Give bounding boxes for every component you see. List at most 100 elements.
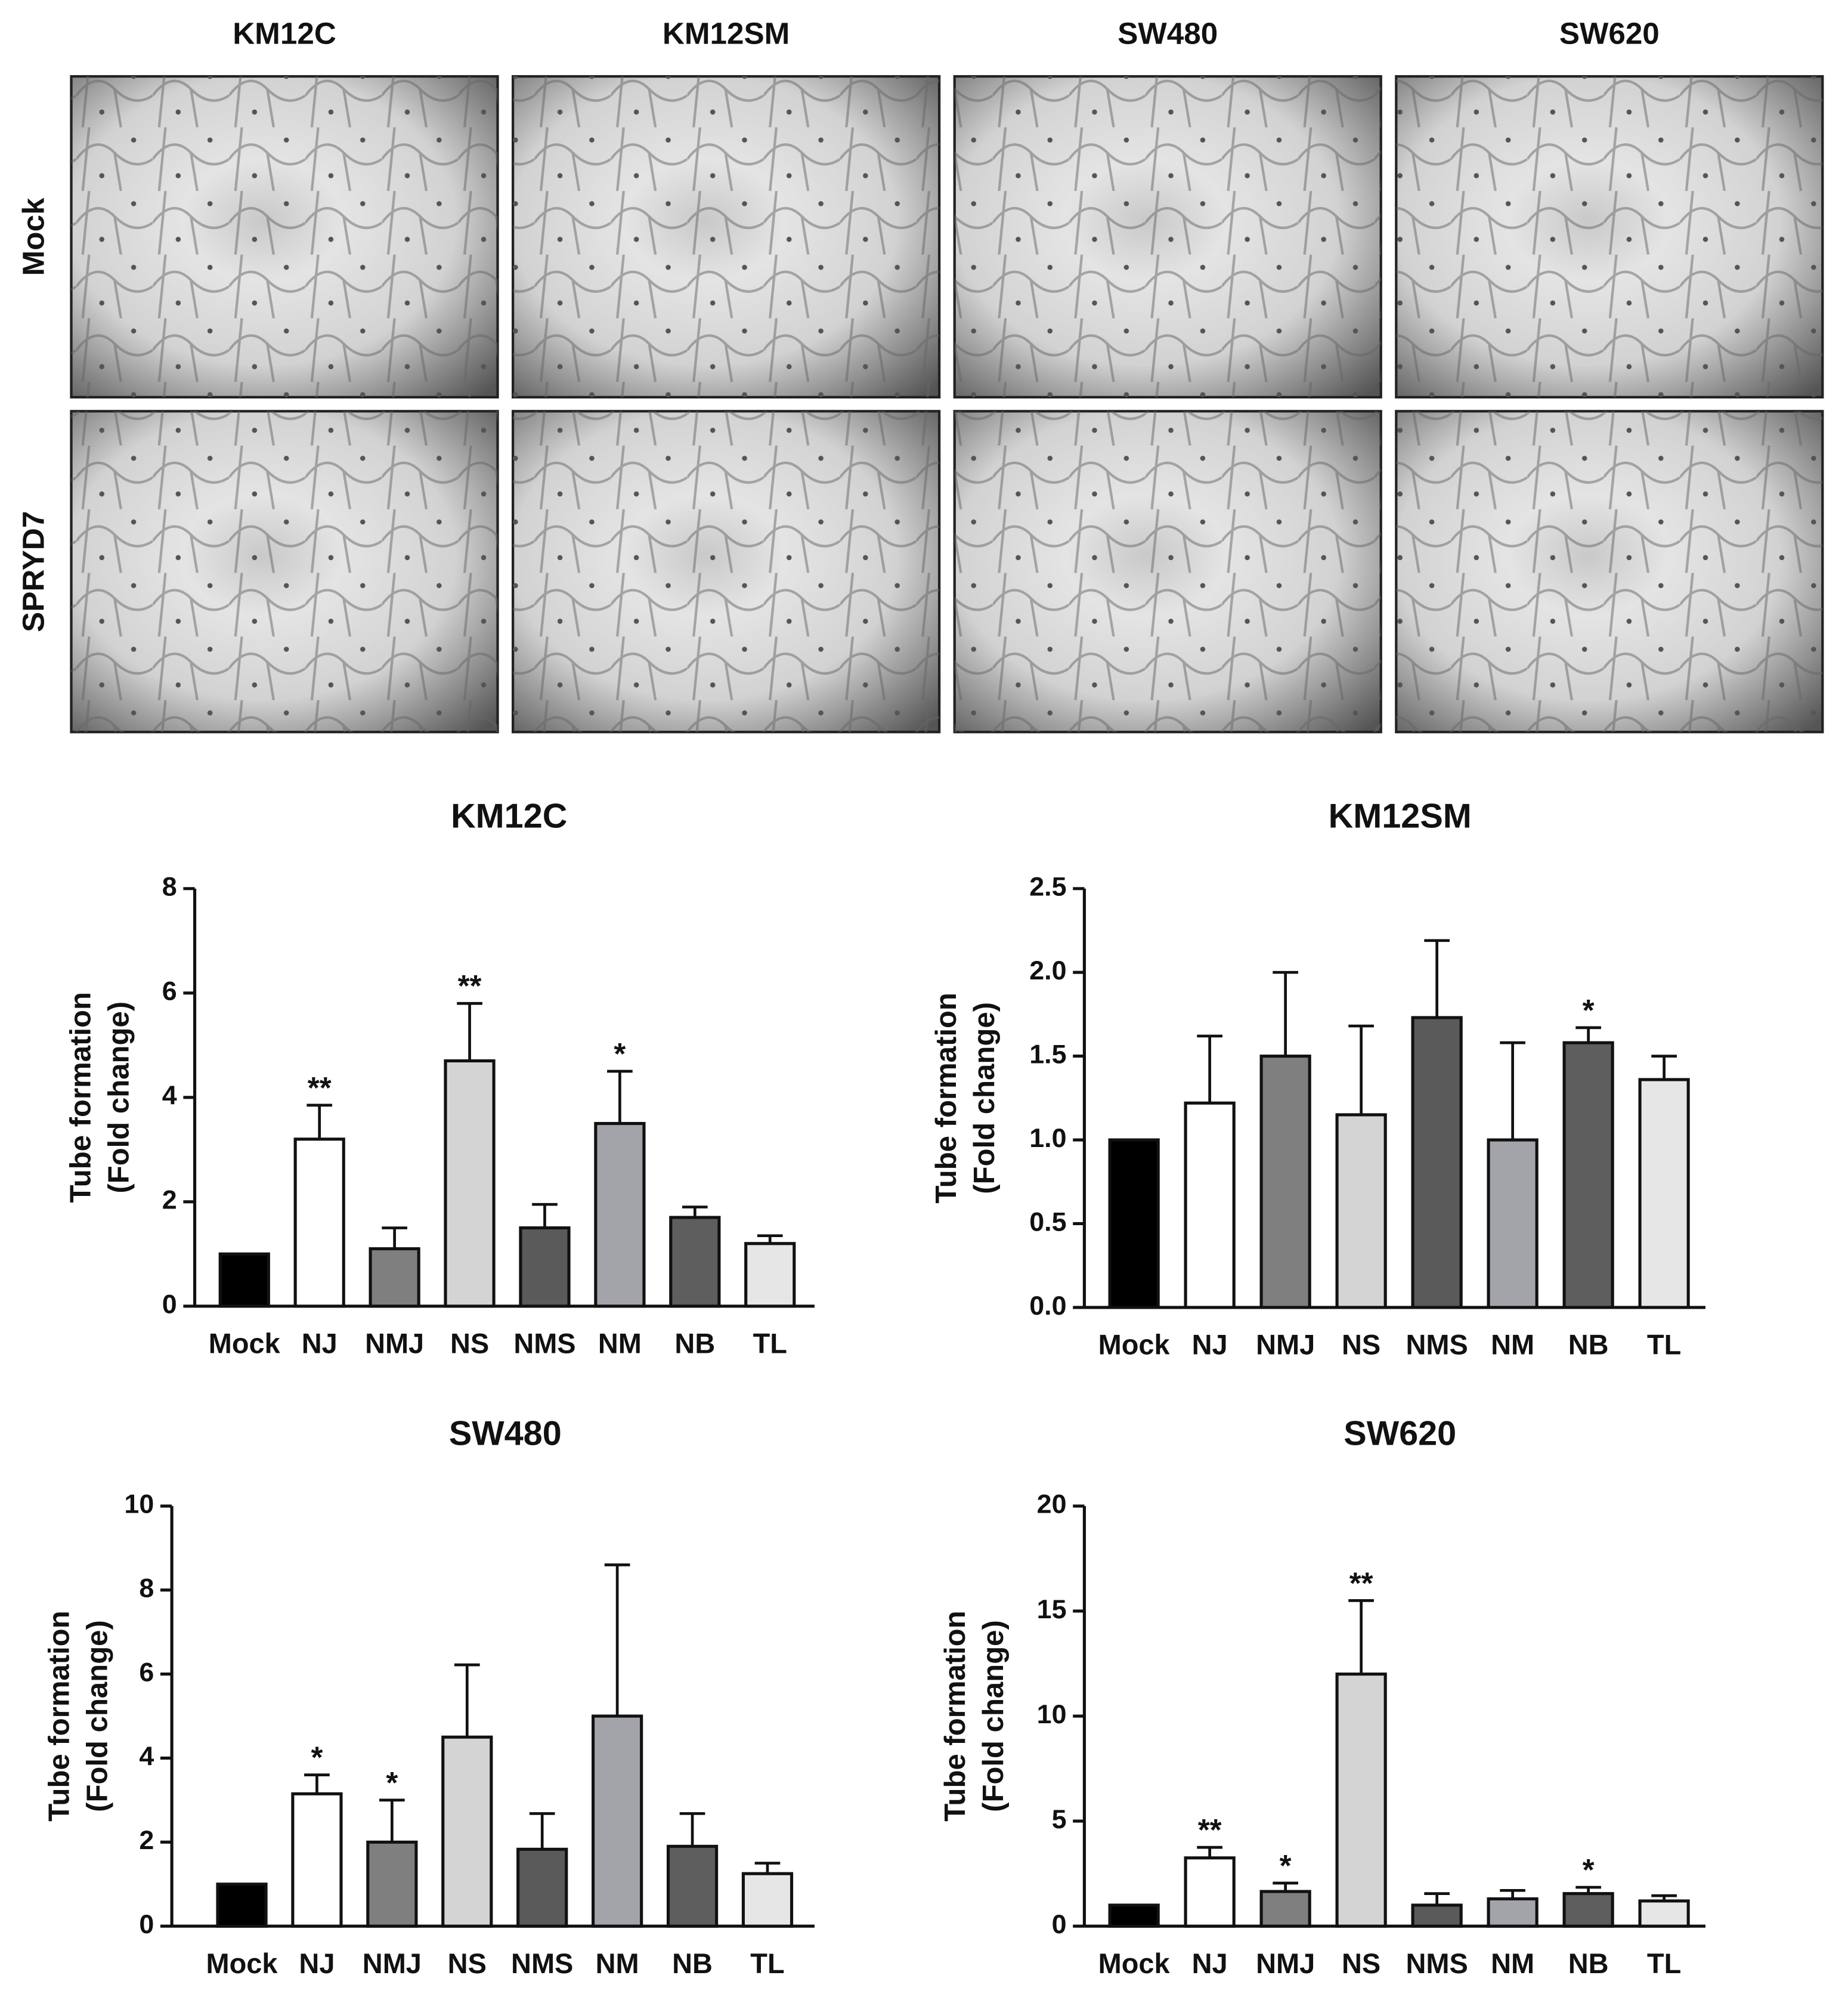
bar (218, 1252, 270, 1308)
bar-chart: SW480 Tube formation (Fold change) 0 2 4 6 8 10 M… (43, 1415, 815, 1979)
y-tick-label: 2.0 (1029, 956, 1066, 985)
row-label: SPRYD7 (16, 511, 50, 632)
bar (1335, 1673, 1387, 1928)
y-axis-label: (Fold change) (977, 1620, 1010, 1812)
y-tick-label: 0 (1052, 1909, 1067, 1939)
bar (1108, 1138, 1160, 1309)
micrograph-texture (513, 411, 940, 732)
bar (1184, 1101, 1236, 1309)
x-tick-label: Mock (1098, 1948, 1171, 1979)
y-tick-label: 6 (139, 1657, 154, 1687)
x-tick-label: NMS (511, 1948, 573, 1979)
y-axis-label: Tube formation (43, 1610, 75, 1822)
bar (669, 1216, 721, 1308)
y-tick-label: 15 (1037, 1594, 1067, 1624)
y-axis-label: (Fold change) (103, 1001, 135, 1194)
bar (1638, 1899, 1690, 1928)
x-tick-label: NB (1568, 1329, 1609, 1361)
bar (1259, 1055, 1311, 1309)
y-tick-label: 8 (162, 872, 177, 902)
bar (441, 1735, 493, 1928)
bar (216, 1882, 268, 1928)
x-tick-label: NMS (513, 1327, 575, 1359)
y-tick-label: 4 (162, 1081, 177, 1111)
bar (1411, 1016, 1463, 1309)
x-tick-label: Mock (209, 1327, 281, 1359)
y-axis-label: Tube formation (65, 992, 97, 1203)
y-tick-label: 4 (139, 1741, 154, 1771)
bar-chart: KM12SM Tube formation (Fold change) 0.0 0.5 1… (930, 797, 1705, 1361)
micrograph-texture (71, 76, 498, 397)
x-tick-label: NMS (1406, 1329, 1468, 1361)
bar (1562, 1041, 1614, 1309)
bar (1487, 1138, 1539, 1309)
y-tick-label: 2.5 (1029, 872, 1066, 902)
bar (1562, 1892, 1614, 1928)
x-tick-label: NMS (1406, 1948, 1468, 1979)
bar (666, 1844, 719, 1928)
bar (1487, 1897, 1539, 1928)
bar (519, 1226, 571, 1308)
significance-marker: * (1583, 1853, 1595, 1887)
bar (1259, 1890, 1311, 1928)
significance-marker: * (1583, 993, 1595, 1027)
column-label: SW480 (1118, 16, 1218, 50)
y-axis-label: Tube formation (930, 993, 962, 1204)
x-tick-label: NMJ (365, 1327, 424, 1359)
x-tick-label: NMJ (1256, 1948, 1315, 1979)
y-tick-label: 1.0 (1029, 1123, 1066, 1153)
significance-marker: * (386, 1766, 398, 1800)
y-axis-label: Tube formation (939, 1610, 971, 1822)
x-tick-label: Mock (1098, 1329, 1171, 1361)
chart-title: SW620 (1344, 1415, 1456, 1453)
y-tick-label: 1.5 (1029, 1039, 1066, 1069)
y-tick-label: 10 (124, 1489, 154, 1519)
bar (592, 1714, 643, 1928)
significance-marker: * (311, 1741, 323, 1775)
y-tick-label: 5 (1052, 1804, 1067, 1834)
chart-title: SW480 (449, 1415, 562, 1453)
y-tick-label: 20 (1037, 1489, 1067, 1519)
bar (1411, 1903, 1463, 1928)
x-tick-label: NM (596, 1948, 639, 1979)
x-tick-label: NMJ (363, 1948, 422, 1979)
x-tick-label: Mock (206, 1948, 278, 1979)
x-tick-label: NJ (1192, 1948, 1228, 1979)
x-tick-label: NS (1342, 1329, 1380, 1361)
x-tick-label: NS (448, 1948, 487, 1979)
y-tick-label: 0.5 (1029, 1207, 1066, 1237)
x-tick-label: NS (1342, 1948, 1380, 1979)
y-axis-label: (Fold change) (81, 1620, 113, 1812)
bar (291, 1792, 343, 1928)
y-tick-label: 6 (162, 976, 177, 1006)
bar (1638, 1078, 1690, 1309)
x-tick-label: TL (1647, 1329, 1681, 1361)
x-tick-label: NB (1568, 1948, 1609, 1979)
micrograph-texture (954, 411, 1381, 732)
y-tick-label: 0 (162, 1290, 177, 1319)
significance-marker: ** (458, 969, 482, 1003)
column-label: KM12SM (663, 16, 790, 50)
micrograph-grid: KM12C KM12SM SW480 SW620 Mock SPRYD7 (16, 16, 1824, 734)
bar (744, 1242, 796, 1308)
x-tick-label: NB (672, 1948, 713, 1979)
x-tick-label: NB (674, 1327, 715, 1359)
x-tick-label: NS (450, 1327, 489, 1359)
micrograph-texture (513, 76, 940, 397)
bar (594, 1121, 646, 1308)
y-tick-label: 2 (139, 1825, 154, 1855)
bar (516, 1847, 568, 1928)
y-tick-label: 0 (139, 1909, 154, 1939)
bar (1335, 1113, 1387, 1309)
bar (1108, 1903, 1160, 1928)
bar (741, 1872, 794, 1928)
x-tick-label: NMJ (1256, 1329, 1315, 1361)
y-tick-label: 8 (139, 1574, 154, 1603)
chart-title: KM12SM (1329, 797, 1472, 836)
bar (444, 1059, 496, 1308)
y-axis-label: (Fold change) (968, 1002, 1001, 1194)
y-tick-label: 0.0 (1029, 1291, 1066, 1321)
column-label: KM12C (233, 16, 336, 50)
x-tick-label: NM (1491, 1329, 1534, 1361)
